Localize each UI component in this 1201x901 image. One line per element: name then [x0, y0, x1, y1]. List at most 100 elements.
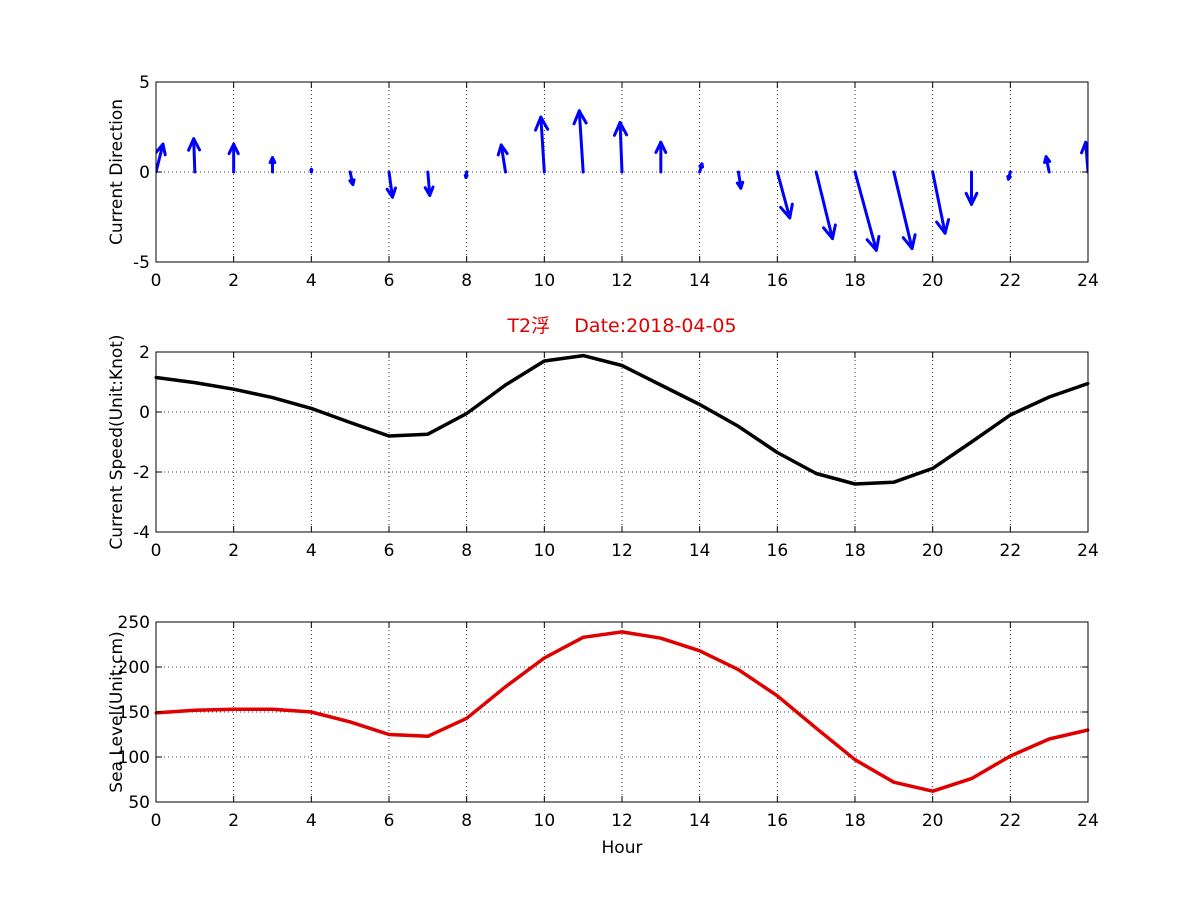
- sea-level-data-point: [581, 635, 585, 639]
- current-direction-arrow: [348, 170, 356, 187]
- current-direction-x-tick-label: 0: [151, 271, 162, 291]
- sea-level-x-tick-label: 8: [461, 811, 472, 831]
- current-direction-x-tick-label: 16: [767, 271, 789, 291]
- current-direction-arrow: [654, 140, 668, 174]
- current-speed-x-tick-label: 8: [461, 541, 472, 561]
- sea-level-data-point: [348, 720, 352, 724]
- current-speed-data-point: [193, 381, 197, 385]
- current-speed-y-axis-label: Current Speed(Unit:Knot): [107, 334, 127, 549]
- current-speed-data-point: [1008, 413, 1012, 417]
- sea-level-x-tick-label: 12: [611, 811, 633, 831]
- current-direction-x-tick-label: 24: [1077, 271, 1099, 291]
- current-speed-y-tick-label: 2: [139, 343, 150, 363]
- current-speed-x-tick-label: 20: [922, 541, 944, 561]
- sea-level-x-tick-label: 0: [151, 811, 162, 831]
- sea-level-data-point: [426, 734, 430, 738]
- current-speed-data-point: [659, 383, 663, 387]
- current-direction-arrow: [853, 170, 881, 252]
- current-speed-x-tick-label: 6: [384, 541, 395, 561]
- current-direction-x-tick-label: 2: [228, 271, 239, 291]
- sea-level-x-tick-label: 4: [306, 811, 317, 831]
- current-speed-data-point: [775, 451, 779, 454]
- current-speed-x-tick-label: 18: [844, 541, 866, 561]
- current-direction-y-tick-label: -5: [133, 253, 150, 273]
- current-direction-arrow: [931, 170, 951, 235]
- sea-level-data-point: [659, 636, 663, 640]
- sea-level-x-axis-label: Hour: [602, 838, 643, 858]
- current-direction-x-tick-label: 8: [461, 271, 472, 291]
- current-speed-x-tick-label: 10: [534, 541, 556, 561]
- current-speed-x-tick-label: 16: [767, 541, 789, 561]
- current-speed-x-tick-label: 2: [228, 541, 239, 561]
- current-direction-arrow: [735, 170, 745, 190]
- current-direction-arrow: [227, 142, 240, 174]
- sea-level-data-point: [232, 707, 236, 711]
- sea-level-data-point: [620, 630, 624, 634]
- sea-level-data-point: [542, 656, 546, 660]
- current-speed-data-point: [504, 383, 507, 387]
- sea-level-data-point: [853, 758, 857, 762]
- sea-level-data-point: [465, 716, 469, 720]
- current-speed-y-tick-label: 0: [139, 403, 150, 423]
- current-direction-arrow: [698, 162, 705, 174]
- current-direction-arrow: [268, 156, 277, 174]
- sea-level-y-tick-label: 150: [118, 703, 150, 723]
- current-speed-data-point: [309, 406, 313, 410]
- current-direction-arrow: [496, 143, 509, 174]
- current-speed-data-point: [1047, 395, 1051, 399]
- sea-level-y-tick-label: 250: [118, 613, 150, 633]
- current-direction-arrow: [814, 170, 837, 241]
- current-speed-plot-area: [156, 352, 1088, 532]
- current-direction-arrow: [572, 109, 588, 174]
- sea-level-x-tick-label: 22: [1000, 811, 1022, 831]
- sea-level-data-point: [387, 733, 391, 736]
- sea-level-y-tick-label: 100: [118, 748, 150, 768]
- current-speed-y-tick-label: -4: [133, 523, 150, 543]
- current-direction-y-tick-label: 5: [139, 73, 150, 93]
- current-speed-data-point: [232, 387, 236, 391]
- current-speed-data-point: [698, 403, 702, 406]
- current-direction-x-tick-label: 6: [384, 271, 395, 291]
- sea-level-x-tick-label: 10: [534, 811, 556, 831]
- figure-title: T2浮 Date:2018-04-05: [506, 315, 736, 337]
- current-direction-x-tick-label: 22: [1000, 271, 1022, 291]
- current-speed-data-point: [853, 482, 857, 486]
- sea-level-x-tick-label: 2: [228, 811, 239, 831]
- sea-level-x-tick-label: 18: [844, 811, 866, 831]
- sea-level-data-point: [737, 668, 740, 672]
- current-direction-x-tick-label: 20: [922, 271, 944, 291]
- current-direction-x-tick-label: 12: [611, 271, 633, 291]
- current-direction-x-tick-label: 10: [534, 271, 556, 291]
- sea-level-data-point: [814, 726, 818, 730]
- current-speed-data-point: [737, 424, 740, 428]
- sea-level-x-tick-label: 16: [767, 811, 789, 831]
- current-speed-data-point: [465, 412, 469, 415]
- current-direction-arrow: [385, 170, 397, 199]
- sea-level-y-tick-label: 50: [128, 793, 150, 813]
- current-speed-x-tick-label: 0: [151, 541, 162, 561]
- sea-level-data-point: [271, 707, 274, 711]
- sea-level-data-point: [504, 685, 507, 689]
- current-direction-arrow: [775, 170, 794, 220]
- current-speed-x-tick-label: 24: [1077, 541, 1099, 561]
- current-speed-x-tick-label: 12: [611, 541, 633, 561]
- current-direction-arrow: [1006, 170, 1012, 181]
- current-direction-arrow: [463, 170, 469, 179]
- current-speed-data-point: [892, 480, 896, 484]
- current-direction-arrows: [156, 109, 1088, 252]
- current-speed-x-tick-label: 22: [1000, 541, 1022, 561]
- sea-level-data-point: [698, 649, 702, 653]
- sea-level-data-point: [193, 708, 197, 712]
- current-direction-arrow: [187, 137, 202, 174]
- sea-level-data-point: [892, 780, 896, 784]
- current-speed-data-point: [271, 396, 274, 400]
- current-direction-arrow: [612, 121, 629, 174]
- sea-level-y-axis-label: Sea Level(Unit:cm): [107, 631, 127, 792]
- current-speed-data-point: [931, 466, 935, 470]
- current-speed-data-point: [426, 432, 430, 436]
- sea-level-x-tick-label: 6: [384, 811, 395, 831]
- current-direction-y-axis-label: Current Direction: [107, 99, 127, 245]
- sea-level-x-tick-label: 24: [1077, 811, 1099, 831]
